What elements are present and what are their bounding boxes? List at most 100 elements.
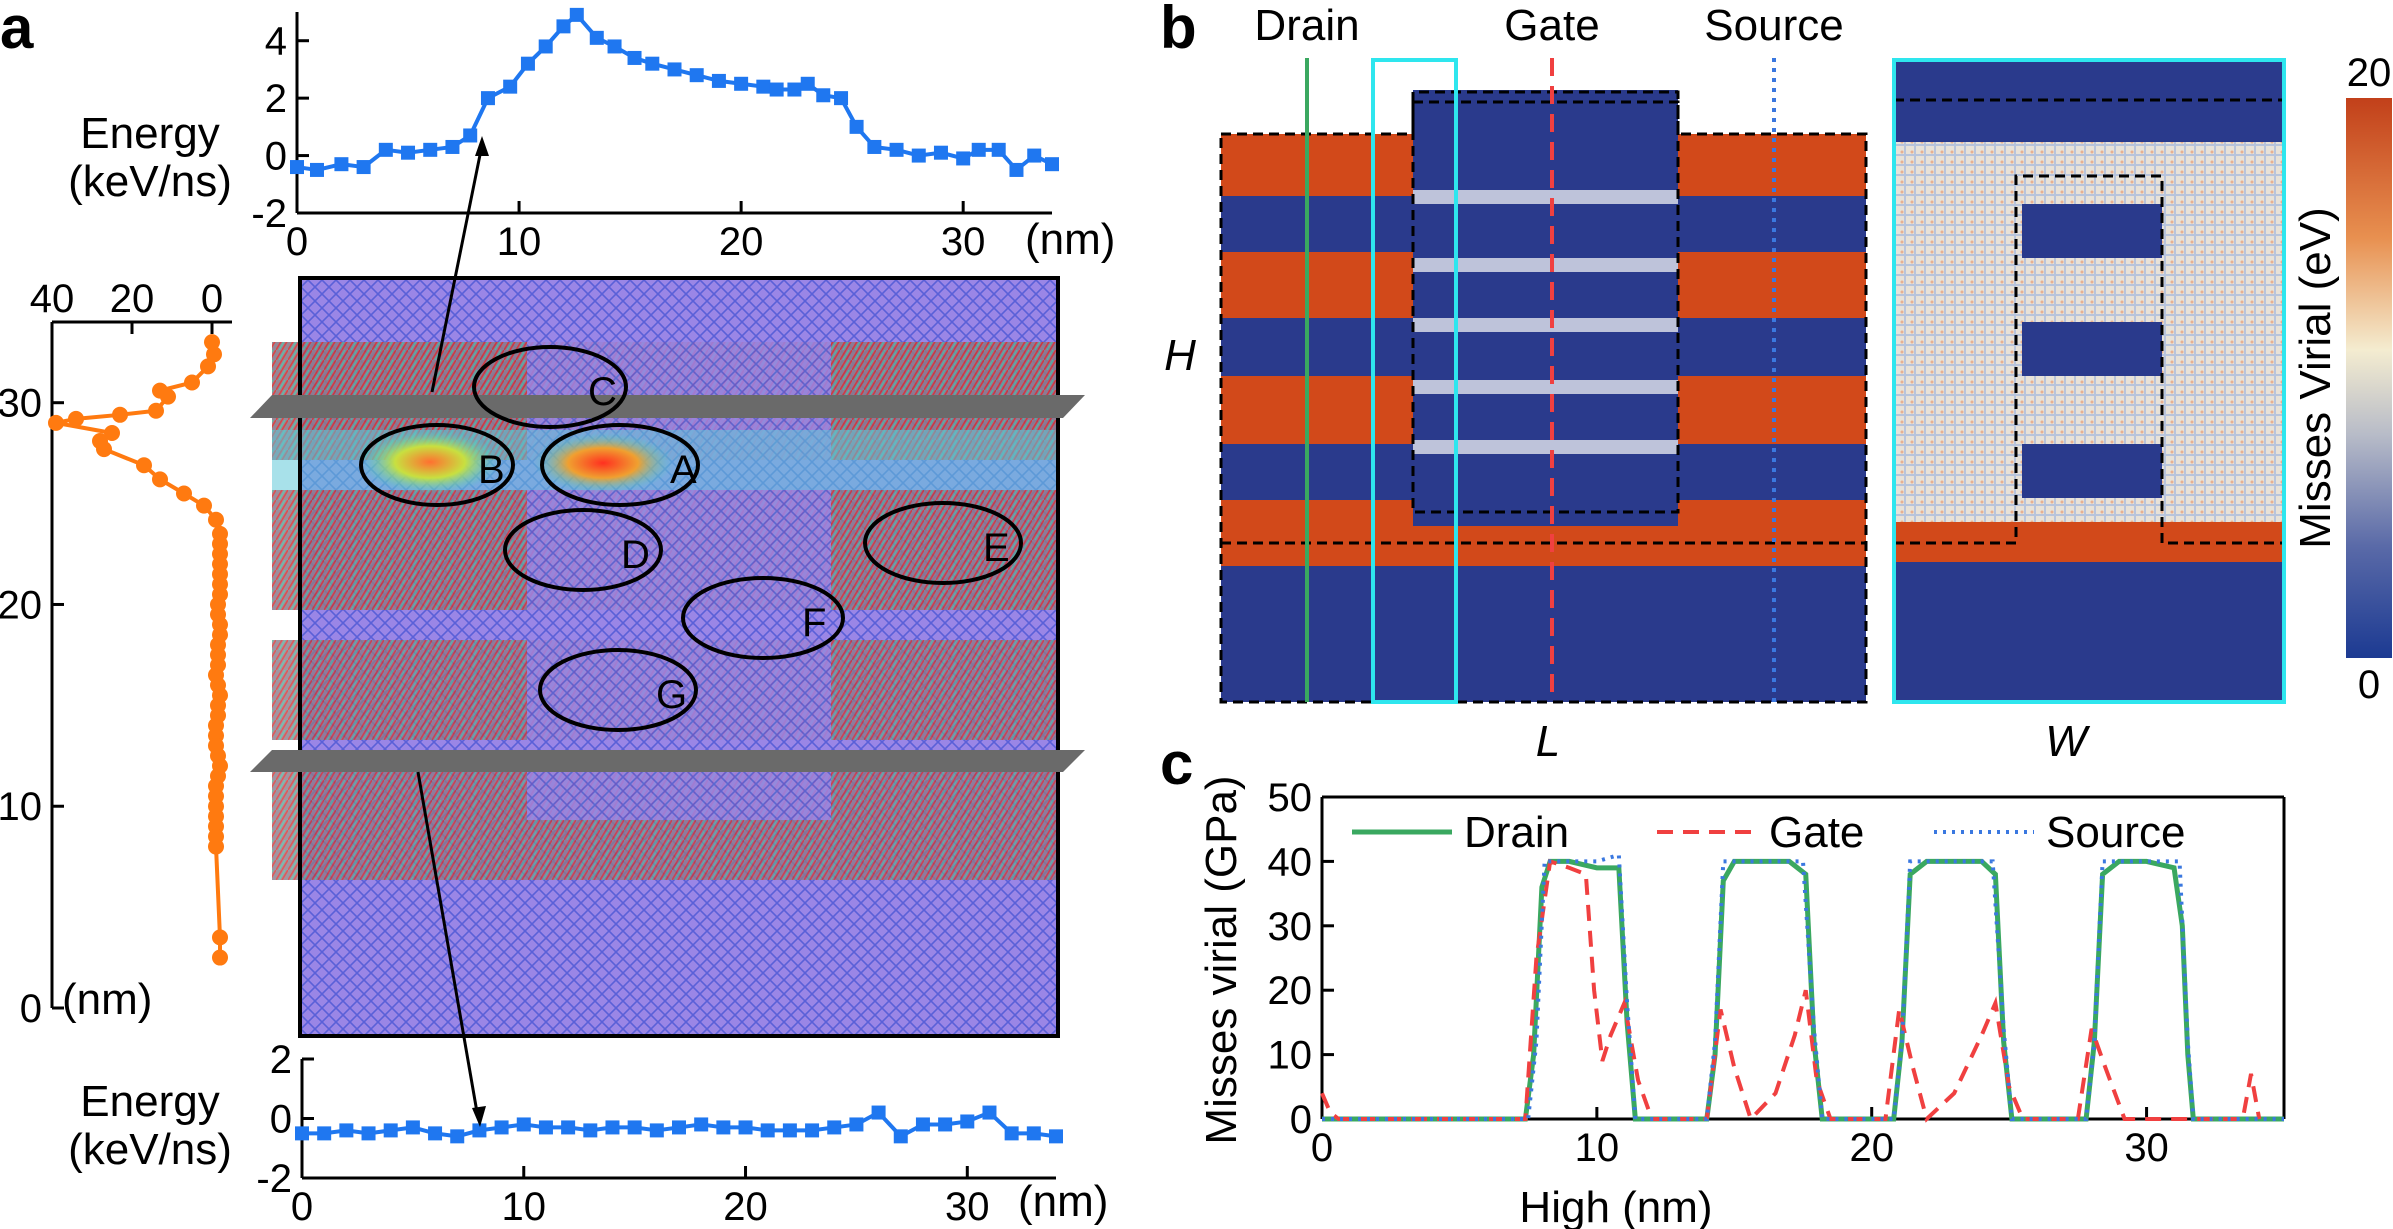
energy-bottom-ytick-label: -2 xyxy=(256,1157,292,1201)
energy-bottom-point xyxy=(672,1120,686,1135)
energy-top-point xyxy=(834,91,849,106)
energy-bottom-point xyxy=(893,1129,908,1144)
energy-bottom-ytick-label: 0 xyxy=(270,1098,292,1142)
energy-top-point xyxy=(889,142,904,157)
energy-bottom-xtick-label: 0 xyxy=(291,1185,313,1229)
energy-bottom-point xyxy=(383,1123,398,1138)
energy-top-point xyxy=(956,151,971,166)
heatmap-l-substrate xyxy=(1221,566,1866,702)
energy-bottom-point xyxy=(494,1120,509,1135)
energy-bottom-chart: Energy (keV/ns) (nm) 0 10 20 30-202 xyxy=(68,1038,1108,1229)
colorbar-label: Misses Virial (eV) xyxy=(2291,207,2340,548)
chart-c-ytick-label: 30 xyxy=(1268,905,1313,949)
colorbar-min: 0 xyxy=(2358,663,2380,707)
energy-top-point xyxy=(971,142,986,157)
heatmap-gate-block xyxy=(1413,90,1678,526)
energy-side-ytick-label: 30 xyxy=(0,382,42,426)
region-f-label: F xyxy=(802,601,826,645)
energy-top-point xyxy=(520,56,535,71)
energy-top-point xyxy=(569,7,584,22)
gate-stripe-1 xyxy=(1413,190,1678,204)
region-c-ellipse xyxy=(472,345,628,429)
energy-top-point xyxy=(334,157,349,172)
energy-top-point xyxy=(556,19,571,34)
energy-top-point xyxy=(816,88,831,103)
energy-top-point xyxy=(463,128,478,143)
region-a-ellipse xyxy=(540,423,700,507)
energy-side-chart: (nm) 40 20 0 0 10 20 30 xyxy=(0,277,232,1031)
chart-c-xtick-label: 20 xyxy=(1849,1126,1894,1170)
gate-stripe-5 xyxy=(1413,440,1678,454)
colorbar: 20 0 Misses Virial (eV) xyxy=(2291,51,2392,707)
energy-bottom-point xyxy=(295,1126,309,1141)
energy-bottom-xtick-label: 20 xyxy=(723,1185,768,1229)
energy-bottom-point xyxy=(694,1117,709,1132)
colorbar-gradient xyxy=(2346,98,2392,658)
energy-bottom-point xyxy=(805,1123,820,1138)
energy-bottom-point xyxy=(361,1126,376,1141)
chart-c-xtick-label: 30 xyxy=(2124,1126,2169,1170)
energy-side-xtick-label: 20 xyxy=(110,277,155,321)
energy-side-ytick-label: 10 xyxy=(0,785,42,829)
energy-bottom-point xyxy=(782,1123,797,1138)
panel-c-label: c xyxy=(1160,730,1193,797)
energy-top-point xyxy=(309,162,324,177)
energy-top-point xyxy=(627,50,642,65)
energy-bottom-point xyxy=(405,1120,420,1135)
colorbar-max: 20 xyxy=(2347,51,2392,95)
region-e-label: E xyxy=(983,526,1010,570)
energy-top-point xyxy=(290,160,304,175)
energy-top-point xyxy=(1045,157,1059,172)
energy-top-point xyxy=(667,62,682,77)
energy-top-point xyxy=(1027,148,1042,163)
misses-virial-chart: High (nm) Misses virial (GPa) 0 10 20 30 0 10… xyxy=(1197,775,2286,1229)
energy-bottom-point xyxy=(1004,1126,1019,1141)
energy-top-series-line xyxy=(296,12,1053,173)
energy-side-xtick-label: 40 xyxy=(30,277,75,321)
energy-bottom-point xyxy=(871,1105,886,1120)
energy-bottom-point xyxy=(627,1120,642,1135)
energy-top-point xyxy=(480,91,495,106)
simulation-frame xyxy=(298,276,1060,1038)
panel-b-label: b xyxy=(1160,0,1197,61)
region-c-label: C xyxy=(588,370,617,414)
energy-side-point xyxy=(206,346,222,363)
energy-top-ytick-label: 2 xyxy=(265,77,287,121)
energy-bottom-point xyxy=(561,1120,576,1135)
region-b-label: B xyxy=(478,448,505,492)
energy-side-point xyxy=(176,485,192,502)
heatmap-w-slot-3 xyxy=(2022,444,2162,498)
region-g-label: G xyxy=(656,673,687,717)
energy-side-point xyxy=(184,374,200,391)
energy-top-point xyxy=(849,119,864,134)
region-f-ellipse xyxy=(681,576,845,660)
legend-label-source: Source xyxy=(2046,808,2185,857)
chart-c-xtick-label: 0 xyxy=(1311,1126,1333,1170)
energy-top-point xyxy=(503,79,518,94)
energy-top-xtick-label: 30 xyxy=(941,220,986,264)
chart-c-ytick-label: 50 xyxy=(1268,776,1313,820)
energy-bottom-point xyxy=(760,1123,775,1138)
heatmap-w-substrate xyxy=(1894,562,2284,702)
chart-c-ytick-label: 40 xyxy=(1268,840,1313,884)
energy-side-xtick-label: 0 xyxy=(201,277,223,321)
energy-side-point xyxy=(212,929,228,946)
energy-side-series-line xyxy=(55,341,223,958)
hotspot-a xyxy=(533,433,673,493)
energy-top-point xyxy=(538,39,553,54)
energy-bottom-point xyxy=(738,1120,753,1135)
chart-c-ytick-label: 10 xyxy=(1268,1034,1313,1078)
energy-top-point xyxy=(800,76,815,91)
region-a-label: A xyxy=(670,448,697,492)
source-label: Source xyxy=(1704,1,1843,50)
energy-bottom-point xyxy=(605,1120,620,1135)
energy-side-point xyxy=(152,471,168,488)
energy-top-point xyxy=(933,145,948,160)
drain-label: Drain xyxy=(1254,1,1359,50)
axis-h-label: H xyxy=(1164,331,1196,380)
cut-plane-bottom xyxy=(250,750,1085,772)
energy-bottom-point xyxy=(938,1117,953,1132)
energy-bottom-point xyxy=(960,1114,975,1129)
gate-stripe-3 xyxy=(1413,318,1678,332)
